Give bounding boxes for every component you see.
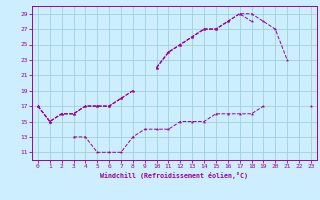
X-axis label: Windchill (Refroidissement éolien,°C): Windchill (Refroidissement éolien,°C) (100, 172, 248, 179)
